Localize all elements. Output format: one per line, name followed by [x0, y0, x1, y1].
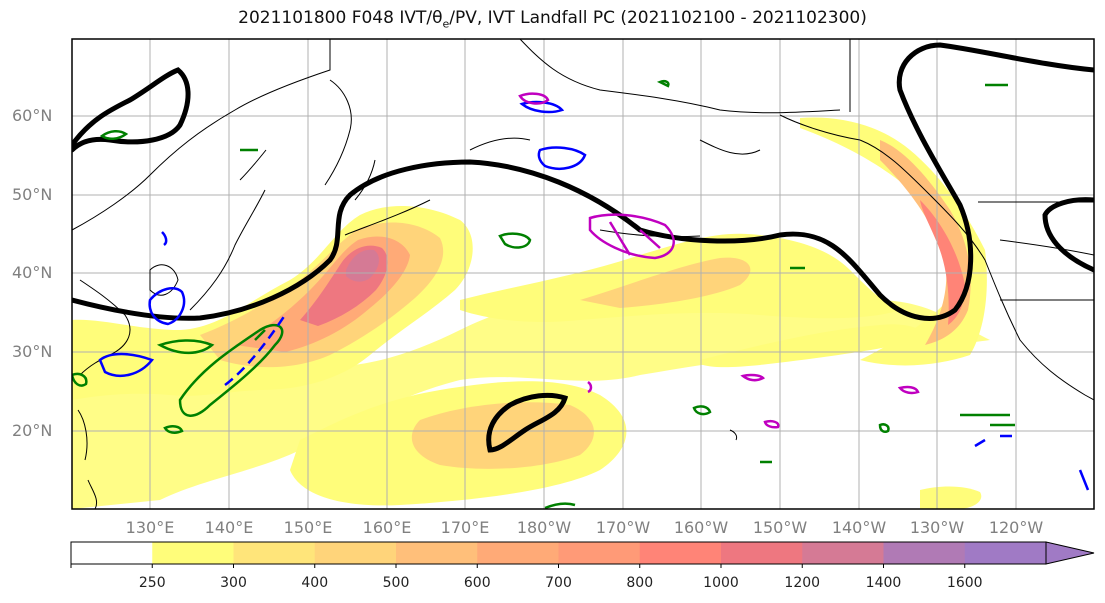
lon-label-160e: 160°E [362, 518, 412, 537]
colorbar-segment [883, 542, 966, 564]
pv-thick-contours [72, 42, 1094, 453]
pv-contour-east [1042, 197, 1094, 273]
lon-label-130w: 130°W [909, 518, 965, 537]
map-gridlines [72, 39, 1094, 509]
lon-label-150e: 150°E [283, 518, 333, 537]
lon-label-170w: 170°W [595, 518, 651, 537]
colorbar-tick-label: 500 [382, 575, 410, 591]
colorbar-tick-label: 600 [463, 575, 491, 591]
ivt-band-hawaii [920, 486, 982, 509]
lat-label-40n: 40°N [12, 263, 53, 282]
lat-label-20n: 20°N [12, 421, 53, 440]
colorbar-segment [477, 542, 559, 564]
lon-label-140w: 140°W [831, 518, 887, 537]
colorbar-extend-arrow [1045, 541, 1095, 565]
lon-label-120w: 120°W [988, 518, 1044, 537]
colorbar-segment [152, 542, 234, 564]
pv-contour-main [72, 42, 1094, 321]
colorbar-segment [314, 542, 397, 564]
coastline-japan [189, 149, 267, 311]
ivt-band-coast-500 [880, 140, 971, 345]
colorbar-tick-label: 800 [626, 575, 654, 591]
colorbar-tick-label: 250 [138, 575, 166, 591]
colorbar-tick-label: 1000 [703, 575, 739, 591]
coastline-philippines [77, 409, 98, 509]
country-border-canada [849, 39, 1094, 301]
lat-label-30n: 30°N [12, 342, 53, 361]
lat-label-60n: 60°N [12, 106, 53, 125]
colorbar-segment [802, 542, 884, 564]
colorbar-segment [233, 542, 316, 564]
pv-blue-contours [98, 100, 1090, 491]
colorbar-tick-label: 700 [545, 575, 572, 591]
colorbar-segment [639, 542, 722, 564]
lon-label-150w: 150°W [752, 518, 808, 537]
coastline-asia [72, 39, 331, 376]
ivt-core-1200 [346, 249, 379, 282]
lon-label-140e: 140°E [204, 518, 254, 537]
colorbar-frame [70, 541, 1047, 565]
lon-label-170e: 170°E [440, 518, 490, 537]
colorbar-tick-label: 300 [220, 575, 247, 591]
colorbar-segment [71, 542, 153, 564]
pv-contour-northwest [72, 67, 191, 153]
coastline-hawaii [729, 429, 738, 441]
lat-label-50n: 50°N [12, 185, 53, 204]
colorbar-segment [721, 542, 803, 564]
colorbar-segment [396, 542, 478, 564]
ivt-band-southeast [700, 324, 923, 368]
colorbar-segment [964, 542, 1047, 564]
colorbar-segment [558, 542, 641, 564]
lon-label-160w: 160°W [673, 518, 729, 537]
map-panel [71, 38, 1095, 510]
landfall-pc-contours [518, 92, 920, 429]
lon-label-130e: 130°E [125, 518, 175, 537]
lon-label-180w: 180°W [516, 518, 572, 537]
map-title: 2021101800 F048 IVT/θe/PV, IVT Landfall … [238, 8, 867, 31]
theta-e-contours [72, 79, 1015, 509]
coastline-alaska [469, 39, 861, 155]
colorbar-tick-label: 1600 [946, 575, 983, 591]
map-frame [71, 38, 1095, 510]
pv-contour-south [486, 392, 569, 453]
colorbar-tick-label: 1400 [865, 575, 902, 591]
coastline-na-west [859, 139, 1094, 401]
colorbar-tick-label: 400 [301, 575, 329, 591]
colorbar-tick-label: 1200 [784, 575, 821, 591]
ivt-band-coast-800 [920, 200, 965, 325]
